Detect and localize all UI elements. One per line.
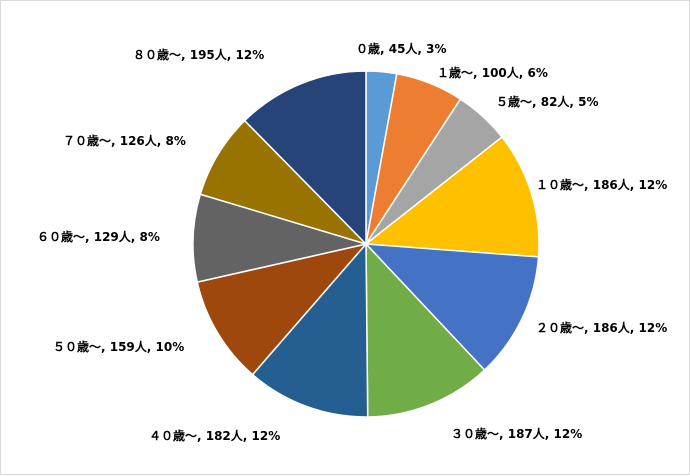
- pie-slice-7: [251, 242, 369, 418]
- data-label-8: ５０歳～, 159人, 10%: [53, 339, 184, 354]
- data-label-5: ２０歳～, 186人, 12%: [536, 320, 667, 335]
- data-label-9: ６０歳～, 129人, 8%: [37, 229, 160, 244]
- pie-slice-6: [365, 242, 486, 418]
- pie-slice-8: [196, 242, 369, 376]
- pie-slice-11: [243, 70, 367, 246]
- data-label-10: ７０歳～, 126人, 8%: [63, 133, 186, 148]
- data-label-11: ８０歳～, 195人, 12%: [133, 47, 264, 62]
- data-label-2: １歳～, 100人, 6%: [437, 65, 548, 80]
- data-label-4: １０歳～, 186人, 12%: [536, 177, 667, 192]
- data-label-3: ５歳～, 82人, 5%: [496, 94, 599, 109]
- pie-slice-5: [364, 243, 540, 372]
- data-label-1: ０歳, 45人, 3%: [356, 41, 447, 56]
- pie-slice-9: [192, 193, 369, 284]
- data-label-7: ４０歳～, 182人, 12%: [149, 428, 280, 443]
- data-label-6: ３０歳～, 187人, 12%: [451, 426, 582, 441]
- pie-slice-4: [364, 136, 540, 258]
